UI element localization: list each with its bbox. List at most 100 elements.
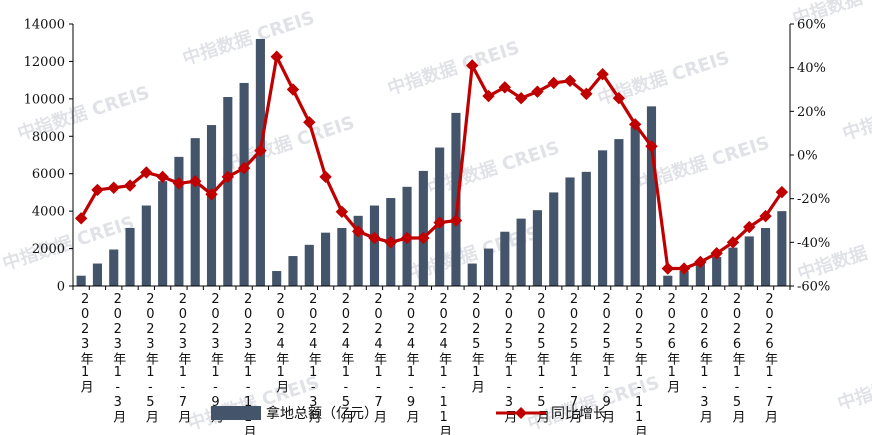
bar bbox=[483, 248, 494, 286]
x-tick-label: 2024年1-3月 bbox=[306, 292, 322, 424]
line-series bbox=[74, 50, 789, 275]
right-tick-label: 0% bbox=[797, 149, 818, 164]
growth-point bbox=[400, 231, 414, 245]
left-tick-label: 10000 bbox=[24, 92, 65, 107]
watermark-text: 中指数据 CREIS bbox=[180, 6, 317, 69]
growth-point bbox=[303, 116, 316, 129]
growth-point bbox=[156, 170, 169, 184]
left-tick-label: 8000 bbox=[32, 130, 65, 145]
x-tick-label: 2024年1-5月 bbox=[338, 292, 354, 424]
bar bbox=[614, 139, 624, 286]
bar bbox=[467, 263, 477, 286]
bar bbox=[695, 262, 705, 286]
growth-point bbox=[351, 225, 365, 238]
bar bbox=[549, 192, 559, 286]
bar bbox=[598, 150, 608, 286]
growth-point bbox=[205, 188, 218, 201]
growth-point bbox=[254, 144, 267, 157]
growth-point bbox=[482, 89, 495, 103]
growth-point bbox=[319, 170, 332, 184]
bar bbox=[777, 211, 787, 286]
bar bbox=[418, 170, 428, 286]
x-tick-label: 2026年1-7月 bbox=[762, 292, 778, 424]
bar bbox=[679, 271, 689, 286]
bar bbox=[500, 231, 510, 286]
bar bbox=[304, 244, 314, 286]
growth-point bbox=[645, 140, 658, 153]
bar bbox=[337, 227, 347, 286]
left-tick-label: 14000 bbox=[24, 18, 65, 33]
growth-point bbox=[677, 262, 691, 275]
x-tick-label: 2024年1月 bbox=[273, 292, 289, 394]
growth-point bbox=[449, 214, 463, 227]
growth-point bbox=[514, 92, 528, 105]
bar bbox=[141, 205, 151, 286]
x-tick-label: 2025年1-9月 bbox=[599, 292, 615, 424]
growth-point bbox=[726, 236, 740, 249]
growth-point bbox=[710, 247, 723, 260]
growth-point bbox=[661, 262, 674, 275]
bar bbox=[174, 156, 184, 286]
legend-bar-swatch bbox=[211, 406, 261, 420]
growth-point bbox=[140, 166, 153, 179]
bar bbox=[76, 275, 86, 286]
bar bbox=[728, 247, 738, 286]
bar bbox=[744, 236, 754, 286]
legend-line-label: 同比增长 bbox=[551, 406, 607, 422]
bar bbox=[663, 275, 673, 286]
growth-point bbox=[694, 255, 707, 269]
x-tick-label: 2025年1-7月 bbox=[567, 292, 583, 424]
x-tick-label: 2024年1-7月 bbox=[371, 292, 387, 424]
x-tick-label: 2026年1月 bbox=[664, 292, 680, 394]
bar bbox=[712, 256, 722, 286]
bar bbox=[353, 215, 363, 286]
growth-point bbox=[368, 231, 381, 245]
bar bbox=[760, 227, 771, 286]
right-tick-label: 20% bbox=[797, 105, 826, 120]
x-tick-label: 2023年1-11月 bbox=[241, 292, 257, 435]
growth-point bbox=[743, 220, 756, 234]
right-tick-label: -60% bbox=[797, 280, 830, 295]
watermark-text: 中指数据 CREIS bbox=[795, 221, 872, 284]
bar bbox=[369, 205, 380, 286]
right-tick-label: -40% bbox=[797, 236, 830, 251]
growth-point bbox=[759, 209, 772, 223]
watermark-text: 中指数据 CREIS bbox=[425, 136, 562, 199]
x-tick-label: 2025年1-3月 bbox=[501, 292, 517, 424]
right-tick-label: 40% bbox=[797, 61, 826, 76]
x-tick-label: 2023年1-5月 bbox=[143, 292, 159, 424]
x-tick-label: 2026年1-5月 bbox=[729, 292, 745, 424]
bar bbox=[206, 125, 217, 286]
growth-point bbox=[563, 74, 577, 87]
bar-series bbox=[76, 38, 787, 287]
bar bbox=[581, 171, 591, 286]
growth-point bbox=[775, 185, 789, 199]
bar bbox=[272, 271, 282, 286]
x-tick-label: 2025年1-5月 bbox=[534, 292, 550, 424]
growth-point bbox=[498, 81, 512, 94]
bar bbox=[158, 181, 168, 286]
x-tick-label: 2025年1月 bbox=[469, 292, 485, 394]
x-tick-label: 2026年1-3月 bbox=[697, 292, 713, 424]
watermark-text: 中指数据 CREIS bbox=[840, 81, 872, 144]
bar bbox=[451, 112, 461, 287]
bar bbox=[255, 38, 265, 286]
bar bbox=[223, 96, 233, 286]
bar bbox=[288, 256, 298, 286]
right-tick-label: 60% bbox=[797, 18, 826, 33]
growth-point bbox=[384, 236, 397, 249]
growth-point bbox=[466, 59, 479, 72]
x-tick-label: 2023年1-9月 bbox=[208, 292, 224, 424]
bar bbox=[239, 82, 249, 286]
growth-point bbox=[612, 92, 626, 105]
watermark-text: 中指数据 CREIS bbox=[835, 351, 872, 414]
legend-line-marker bbox=[515, 407, 527, 419]
growth-point bbox=[433, 216, 446, 229]
growth-point bbox=[335, 205, 349, 218]
growth-point bbox=[74, 212, 88, 225]
legend: 拿地总额（亿元） 同比增长 bbox=[211, 405, 607, 422]
growth-point bbox=[172, 177, 186, 190]
left-tick-label: 4000 bbox=[32, 205, 65, 220]
bar bbox=[646, 106, 657, 286]
bar bbox=[321, 232, 331, 286]
